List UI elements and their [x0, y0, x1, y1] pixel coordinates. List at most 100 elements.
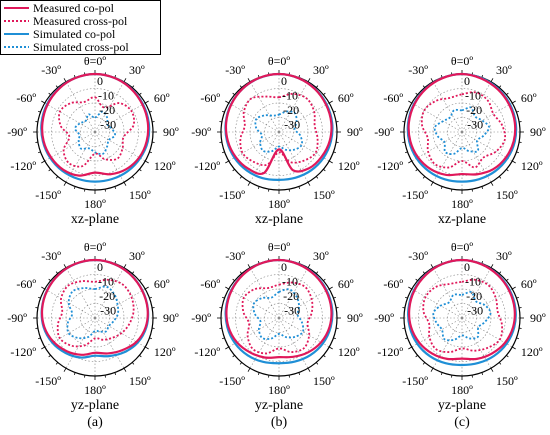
- radial-tick-label: -30: [100, 118, 116, 132]
- polar-grid-spoke: [411, 131, 463, 162]
- polar-grid-spoke: [411, 288, 463, 319]
- polar-grid-spoke: [249, 81, 280, 133]
- polar-angle-tick: [323, 92, 326, 96]
- polar-angle-tick: [48, 278, 51, 282]
- polar-grid-spoke: [278, 288, 330, 319]
- legend-label-simulated-cross-pol: Simulated cross-pol: [33, 40, 129, 54]
- polar-angle-tick: [247, 368, 251, 372]
- radial-tick-label: -10: [465, 275, 481, 289]
- polar-angle-tick: [225, 160, 229, 164]
- polar-angle-tick: [38, 337, 41, 340]
- polar-angle-tick: [41, 346, 45, 350]
- polar-angle-tick: [430, 78, 434, 82]
- polar-angle-tick: [516, 151, 519, 154]
- radial-tick-label: -30: [284, 304, 300, 318]
- polar-angle-tick: [41, 160, 45, 164]
- angle-label: 180º: [268, 197, 290, 211]
- angle-label: -120º: [377, 345, 403, 359]
- radial-tick-label: 0: [281, 260, 287, 274]
- polar-angle-tick: [498, 271, 502, 274]
- radial-tick-label: -10: [282, 275, 298, 289]
- polar-angle-tick: [333, 151, 336, 154]
- polar-angle-tick: [55, 362, 59, 365]
- angle-label: -120º: [10, 345, 36, 359]
- angle-label: θ=0º: [451, 240, 474, 254]
- angle-label: θ=0º: [84, 54, 107, 68]
- polar-angle-tick: [333, 110, 336, 113]
- angle-label: 30º: [129, 249, 145, 263]
- angle-label: -150º: [35, 188, 61, 202]
- angle-label: 90º: [347, 311, 363, 325]
- polar-angle-tick: [422, 271, 426, 274]
- radial-tick-label: -20: [466, 289, 482, 303]
- polar-angle-tick: [430, 264, 434, 268]
- polar-angle-tick: [440, 186, 443, 189]
- polar-angle-tick: [222, 337, 225, 340]
- radial-tick-label: -30: [467, 118, 483, 132]
- polar-angle-tick: [512, 286, 516, 290]
- polar-grid-spoke: [44, 102, 96, 133]
- polar-angle-tick: [405, 296, 408, 299]
- angle-label: 150º: [313, 188, 335, 202]
- radial-tick-label: -20: [99, 289, 115, 303]
- angle-label: 60º: [521, 277, 537, 291]
- angle-label: 90º: [530, 125, 546, 139]
- polar-angle-tick: [239, 362, 243, 365]
- polar-angle-tick: [48, 168, 51, 172]
- polar-angle-tick: [222, 296, 225, 299]
- series-measured-co-pol: [407, 72, 517, 177]
- radial-tick-label: -20: [283, 289, 299, 303]
- angle-label: 120º: [338, 345, 360, 359]
- angle-label: 150º: [313, 374, 335, 388]
- angle-label: -30º: [408, 249, 428, 263]
- polar-angle-tick: [430, 182, 434, 186]
- polar-angle-tick: [422, 362, 426, 365]
- angle-label: -30º: [408, 63, 428, 77]
- polar-grid-spoke: [432, 81, 463, 133]
- angle-label: -120º: [194, 159, 220, 173]
- polar-angle-tick: [333, 337, 336, 340]
- polar-angle-tick: [55, 85, 59, 88]
- polar-plot-6: 0-10-20-30 θ=0º 30º 60º 90º 120º 150º 180º -150º…: [374, 240, 546, 430]
- radial-tick-label: 0: [281, 74, 287, 88]
- radial-tick-label: 0: [97, 74, 103, 88]
- polar-angle-tick: [123, 78, 127, 82]
- series-measured-cross-pol: [420, 91, 506, 169]
- polar-angle-tick: [506, 168, 509, 172]
- angle-label: -30º: [41, 63, 61, 77]
- polar-angle-tick: [329, 286, 333, 290]
- polar-angle-tick: [307, 78, 311, 82]
- polar-plots: 0-10-20-30θ=0º30º60º90º120º150º180º-150º…: [7, 54, 546, 430]
- polar-angle-tick: [247, 182, 251, 186]
- angle-label: 90º: [347, 125, 363, 139]
- series-measured-cross-pol: [58, 96, 136, 168]
- polar-angle-tick: [239, 85, 243, 88]
- plane-label: yz-plane: [71, 398, 119, 413]
- polar-angle-tick: [298, 372, 301, 375]
- series-measured-cross-pol: [241, 281, 314, 355]
- angle-label: -150º: [402, 188, 428, 202]
- angle-label: -90º: [7, 311, 27, 325]
- series-measured-cross-pol: [422, 278, 504, 353]
- angle-label: θ=0º: [451, 54, 474, 68]
- polar-grid-spoke: [44, 317, 96, 348]
- angle-label: θ=0º: [268, 240, 291, 254]
- polar-angle-tick: [232, 354, 235, 358]
- polar-angle-tick: [38, 110, 41, 113]
- angle-label: -150º: [219, 374, 245, 388]
- polar-angle-tick: [247, 264, 251, 268]
- polar-grid-spoke: [461, 81, 492, 133]
- polar-angle-tick: [123, 368, 127, 372]
- polar-angle-tick: [232, 92, 235, 96]
- polar-grid-spoke: [94, 131, 146, 162]
- polar-grid-spoke: [278, 131, 309, 183]
- polar-angle-tick: [257, 186, 260, 189]
- polar-grid-spoke: [411, 317, 463, 348]
- polar-angle-tick: [315, 362, 319, 365]
- polar-angle-tick: [481, 261, 484, 264]
- angle-label: 90º: [163, 311, 179, 325]
- radial-tick-label: -20: [283, 103, 299, 117]
- polar-angle-tick: [63, 368, 67, 372]
- series-measured-co-pol: [224, 72, 333, 176]
